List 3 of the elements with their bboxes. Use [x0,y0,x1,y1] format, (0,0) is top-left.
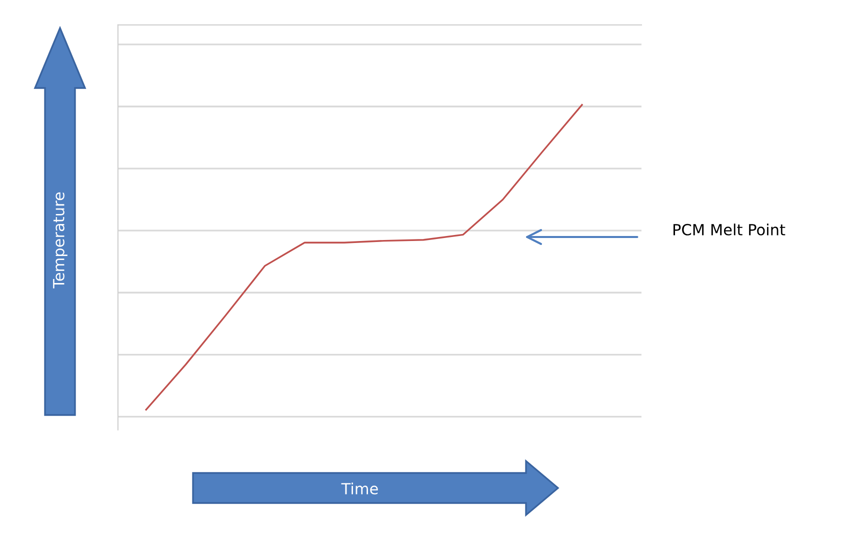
y-axis-title: Temperature [53,192,68,288]
text: PCM Melt Point [674,224,786,236]
x-axis-title: Time [341,482,378,494]
